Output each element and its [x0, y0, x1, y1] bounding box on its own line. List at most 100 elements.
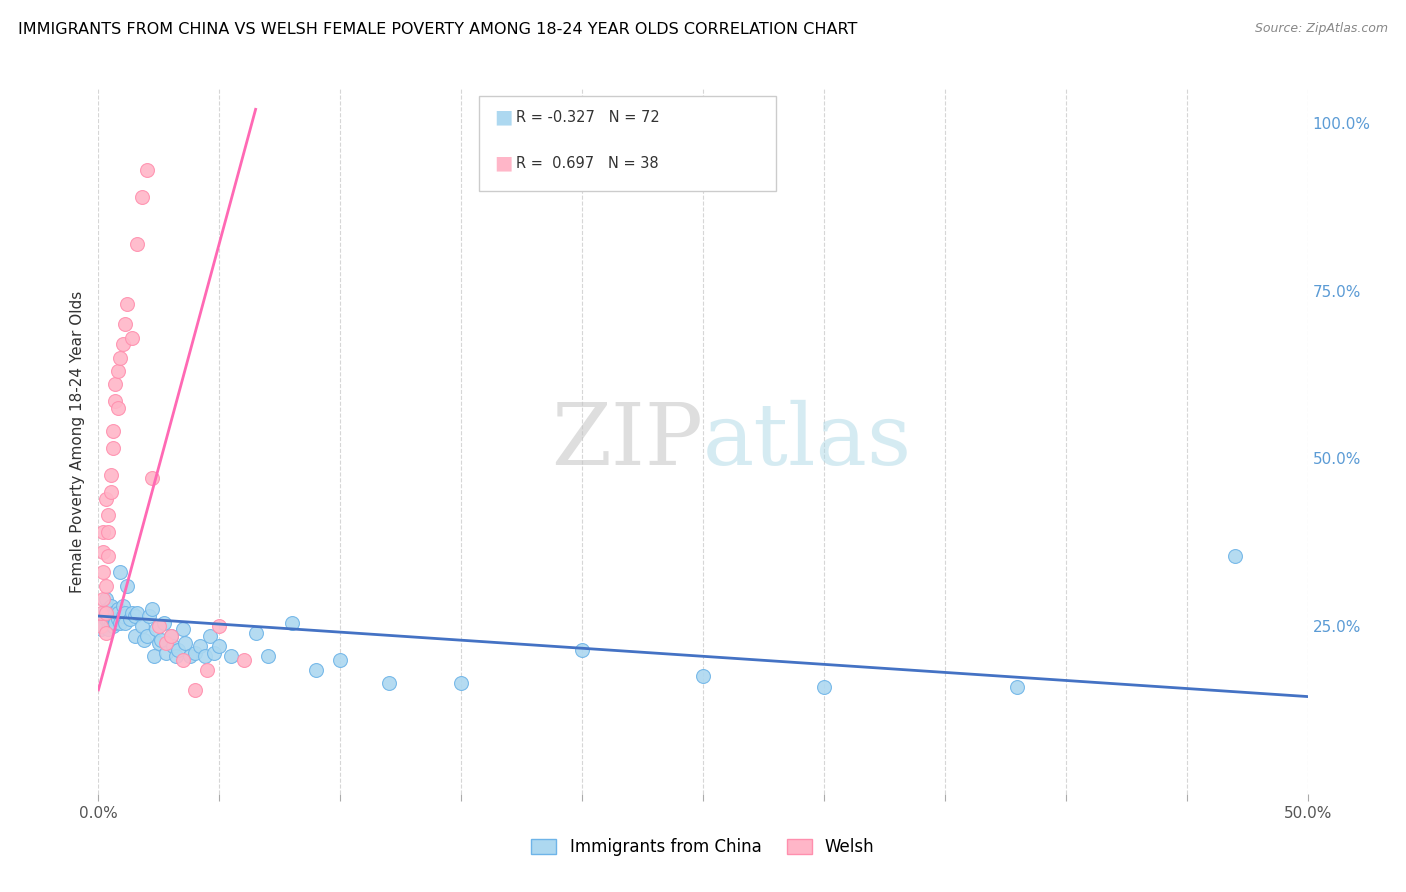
Text: R = -0.327   N = 72: R = -0.327 N = 72	[516, 110, 659, 125]
Point	[101, 619, 124, 633]
Y-axis label: Female Poverty Among 18-24 Year Olds: Female Poverty Among 18-24 Year Olds	[69, 291, 84, 592]
Point	[305, 663, 328, 677]
Point	[134, 632, 156, 647]
Point	[101, 609, 124, 624]
Text: Source: ZipAtlas.com: Source: ZipAtlas.com	[1254, 22, 1388, 36]
Point	[101, 425, 124, 439]
Point	[94, 612, 117, 626]
Point	[111, 609, 134, 624]
Point	[124, 609, 146, 624]
Point	[111, 599, 134, 613]
Point	[91, 545, 114, 559]
Point	[172, 623, 194, 637]
Point	[150, 632, 173, 647]
Point	[94, 606, 117, 620]
Point	[91, 619, 114, 633]
Point	[172, 653, 194, 667]
Point	[107, 364, 129, 378]
Point	[90, 609, 112, 624]
Point	[101, 606, 124, 620]
Point	[245, 625, 267, 640]
Point	[1223, 549, 1246, 563]
Legend: Immigrants from China, Welsh: Immigrants from China, Welsh	[524, 831, 882, 863]
Text: ZIP: ZIP	[551, 400, 703, 483]
Point	[184, 646, 207, 660]
Point	[90, 623, 112, 637]
Point	[145, 623, 167, 637]
Point	[97, 623, 120, 637]
Point	[108, 351, 131, 365]
Point	[135, 629, 157, 643]
Point	[131, 189, 153, 203]
Point	[104, 606, 127, 620]
Point	[329, 653, 352, 667]
FancyBboxPatch shape	[479, 96, 776, 192]
Point	[94, 592, 117, 607]
Point	[155, 636, 177, 650]
Point	[114, 317, 136, 331]
Point	[148, 619, 170, 633]
Point	[155, 646, 177, 660]
Point	[91, 566, 114, 580]
Point	[107, 401, 129, 415]
Point	[90, 606, 112, 620]
Point	[104, 394, 127, 409]
Point	[100, 484, 122, 499]
Point	[160, 629, 183, 643]
Point	[121, 606, 143, 620]
Point	[198, 629, 221, 643]
Point	[94, 606, 117, 620]
Text: IMMIGRANTS FROM CHINA VS WELSH FEMALE POVERTY AMONG 18-24 YEAR OLDS CORRELATION : IMMIGRANTS FROM CHINA VS WELSH FEMALE PO…	[18, 22, 858, 37]
Point	[1007, 680, 1029, 694]
Point	[148, 636, 170, 650]
Point	[94, 579, 117, 593]
Point	[135, 162, 157, 177]
Point	[91, 525, 114, 540]
Point	[114, 615, 136, 630]
Point	[138, 609, 160, 624]
Point	[101, 612, 124, 626]
Point	[100, 615, 122, 630]
Point	[107, 606, 129, 620]
Point	[97, 525, 120, 540]
Point	[127, 606, 149, 620]
Point	[179, 649, 201, 664]
Point	[90, 619, 112, 633]
Point	[97, 612, 120, 626]
Point	[104, 615, 127, 630]
Point	[195, 663, 218, 677]
Text: atlas: atlas	[703, 400, 912, 483]
Point	[174, 636, 197, 650]
Point	[256, 649, 278, 664]
Point	[208, 639, 231, 653]
Point	[377, 676, 399, 690]
Point	[94, 625, 117, 640]
Point	[188, 639, 211, 653]
Text: R =  0.697   N = 38: R = 0.697 N = 38	[516, 156, 658, 170]
Point	[127, 236, 149, 251]
Point	[97, 508, 120, 523]
Point	[107, 612, 129, 626]
Text: ■: ■	[494, 108, 512, 127]
Text: ■: ■	[494, 153, 512, 173]
Point	[100, 599, 122, 613]
Point	[131, 619, 153, 633]
Point	[152, 615, 174, 630]
Point	[108, 566, 131, 580]
Point	[450, 676, 472, 690]
Point	[117, 297, 139, 311]
Point	[114, 606, 136, 620]
Point	[141, 602, 163, 616]
Point	[101, 442, 124, 456]
Point	[571, 642, 593, 657]
Point	[692, 669, 714, 683]
Point	[117, 579, 139, 593]
Point	[121, 330, 143, 344]
Point	[281, 615, 304, 630]
Point	[184, 682, 207, 697]
Point	[194, 649, 217, 664]
Point	[94, 491, 117, 506]
Point	[813, 680, 835, 694]
Point	[107, 602, 129, 616]
Point	[221, 649, 243, 664]
